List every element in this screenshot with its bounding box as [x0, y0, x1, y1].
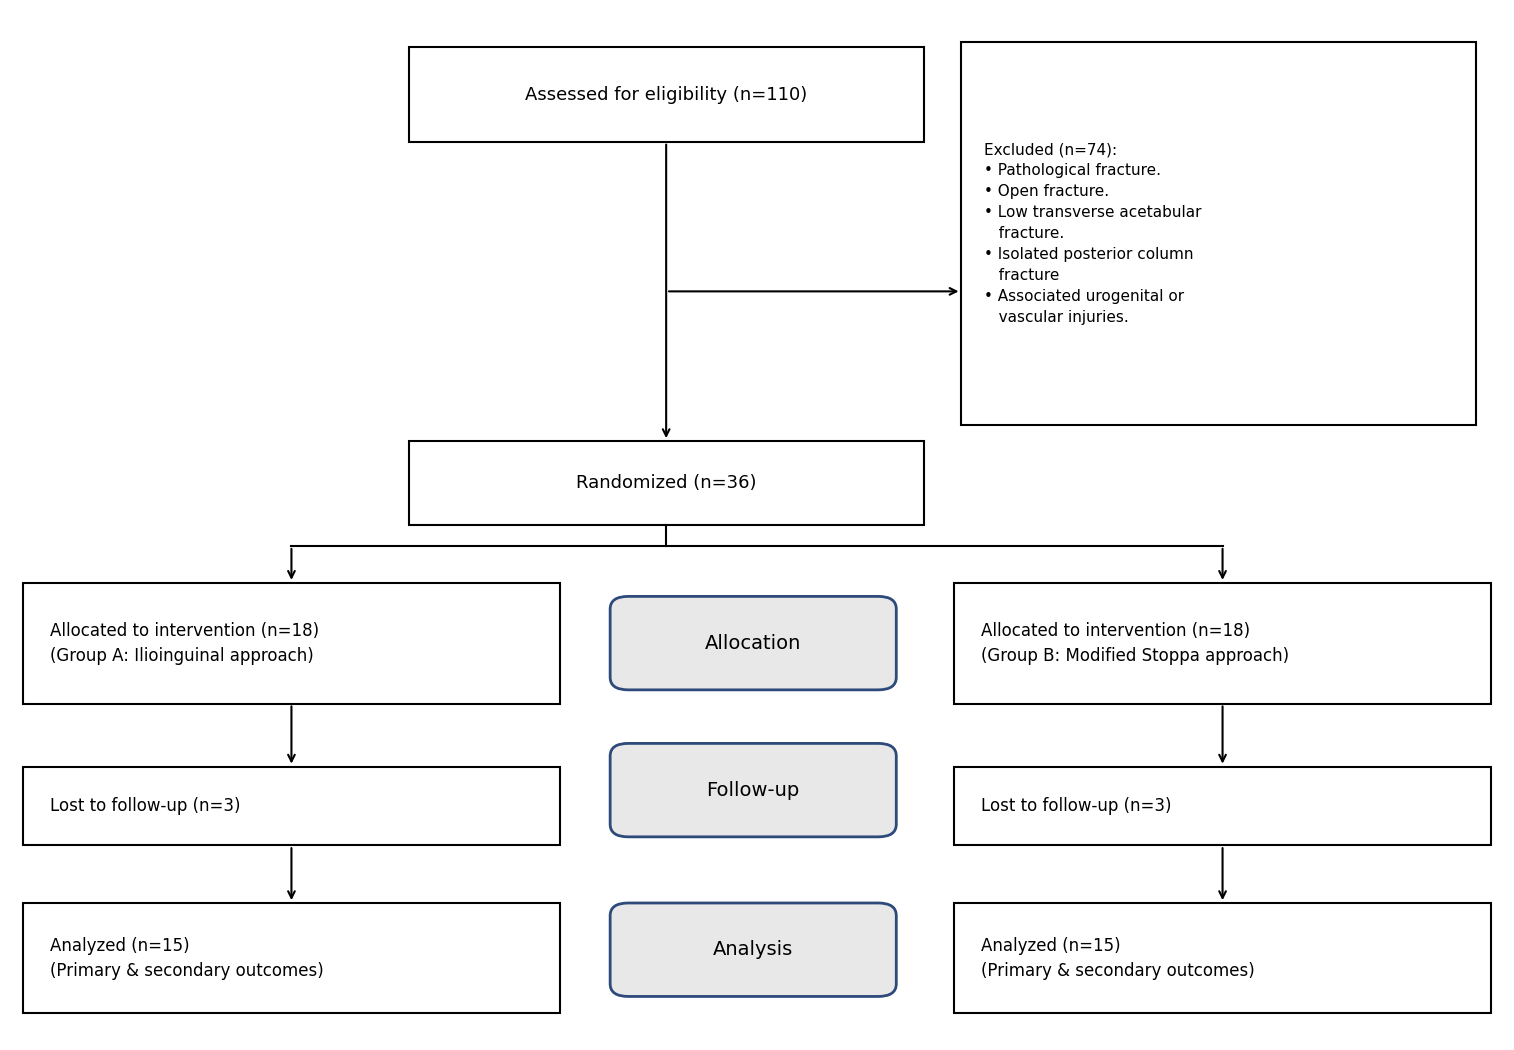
- Text: Follow-up: Follow-up: [707, 780, 799, 800]
- Text: Randomized (n=36): Randomized (n=36): [575, 474, 757, 492]
- Text: Lost to follow-up (n=3): Lost to follow-up (n=3): [981, 797, 1172, 815]
- Text: Allocated to intervention (n=18)
(Group A: Ilioinguinal approach): Allocated to intervention (n=18) (Group …: [50, 622, 319, 665]
- Text: Allocation: Allocation: [706, 633, 801, 653]
- Text: Assessed for eligibility (n=110): Assessed for eligibility (n=110): [525, 85, 807, 104]
- Text: Excluded (n=74):
• Pathological fracture.
• Open fracture.
• Low transverse acet: Excluded (n=74): • Pathological fracture…: [984, 142, 1202, 326]
- Text: Analyzed (n=15)
(Primary & secondary outcomes): Analyzed (n=15) (Primary & secondary out…: [981, 937, 1255, 980]
- Text: Allocated to intervention (n=18)
(Group B: Modified Stoppa approach): Allocated to intervention (n=18) (Group …: [981, 622, 1290, 665]
- Text: Analysis: Analysis: [713, 940, 793, 960]
- Text: Lost to follow-up (n=3): Lost to follow-up (n=3): [50, 797, 241, 815]
- Text: Analyzed (n=15)
(Primary & secondary outcomes): Analyzed (n=15) (Primary & secondary out…: [50, 937, 324, 980]
